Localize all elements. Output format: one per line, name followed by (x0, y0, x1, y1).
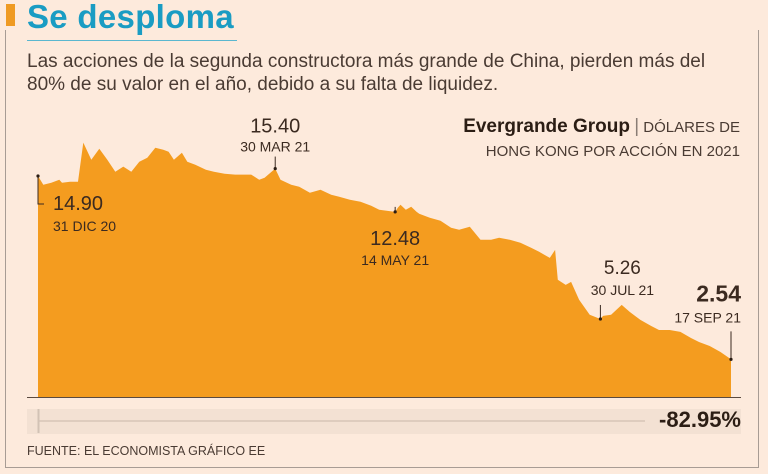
annotation-point (273, 166, 277, 171)
annotation-point (598, 317, 602, 321)
legend-company: Evergrande Group (463, 116, 631, 137)
chart-frame (5, 30, 759, 468)
annotation-value: 12.48 (370, 228, 420, 250)
annotation-value: 15.40 (250, 116, 300, 138)
source-note: FUENTE: EL ECONOMISTA GRÁFICO EE (27, 444, 266, 458)
annotation-point (393, 210, 397, 214)
legend-separator: | (634, 116, 640, 137)
annotation-value: 14.90 (53, 193, 103, 215)
chart-subtitle: Las acciones de la segunda constructora … (27, 51, 706, 95)
annotation-date: 14 MAY 21 (361, 252, 429, 268)
chart-title: Se desploma (27, 0, 234, 35)
legend-units-1: DÓLARES DE (643, 119, 740, 136)
annotation-point (729, 357, 733, 361)
annotation-date: 30 MAR 21 (240, 139, 310, 155)
annotation-date: 31 DIC 20 (53, 218, 116, 234)
legend: Evergrande Group | DÓLARES DE HONG KONG … (463, 115, 740, 164)
annotation-date: 17 SEP 21 (674, 309, 741, 325)
price-area (38, 142, 731, 397)
annotation-leader-line (37, 175, 44, 205)
legend-units-2: HONG KONG POR ACCIÓN EN 2021 (485, 143, 740, 160)
annotation-value: 5.26 (604, 258, 641, 279)
annotation-date: 30 JUL 21 (591, 282, 655, 298)
annotation-point (36, 174, 40, 178)
total-change-label: -82.95% (659, 407, 741, 432)
title-underline (27, 40, 237, 41)
annotation-value: 2.54 (696, 280, 741, 306)
title-accent-bar (6, 4, 15, 26)
